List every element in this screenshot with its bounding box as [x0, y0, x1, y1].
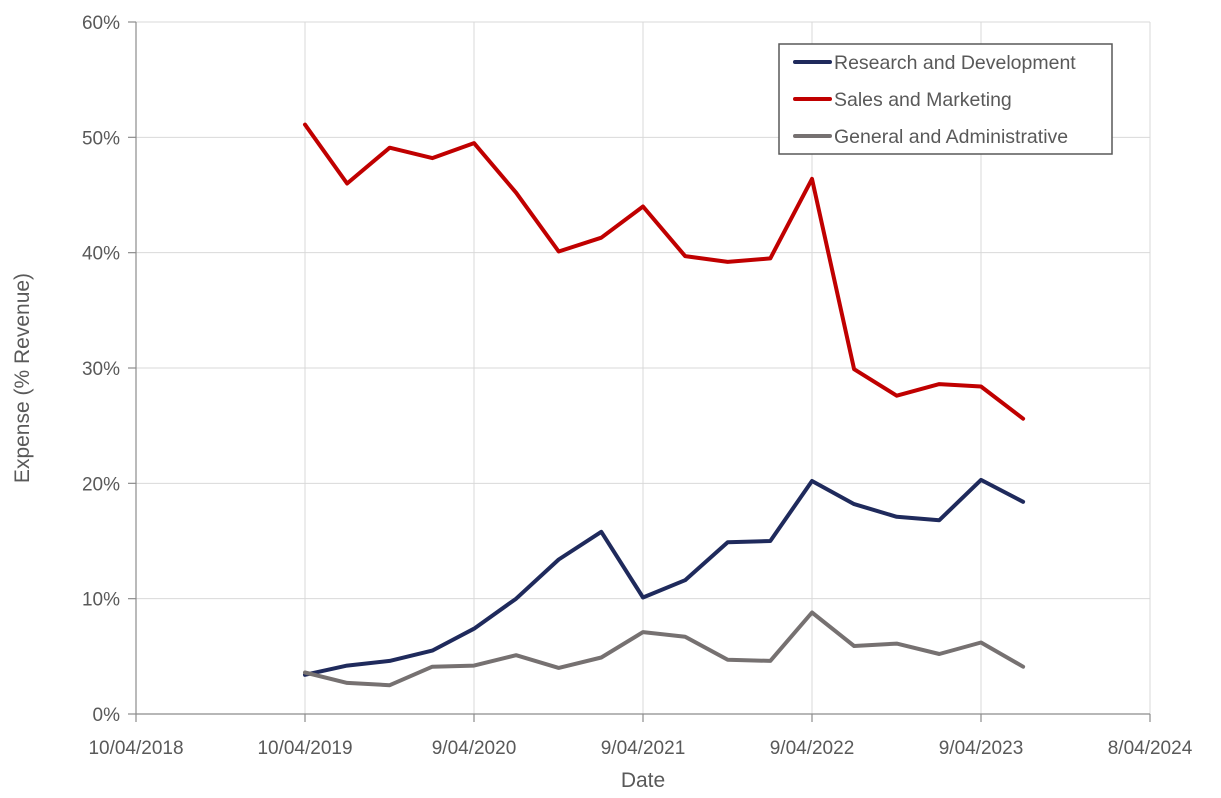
axes — [128, 21, 1151, 722]
y-tick-label: 10% — [82, 590, 120, 611]
y-tick-label: 50% — [82, 128, 120, 149]
y-tick-label: 0% — [93, 705, 121, 726]
y-tick-label: 20% — [82, 474, 120, 495]
legend-label: Sales and Marketing — [834, 89, 1012, 111]
x-tick-label: 8/04/2024 — [1108, 738, 1193, 759]
x-tick-label: 9/04/2020 — [432, 738, 517, 759]
x-tick-label: 10/04/2019 — [257, 738, 352, 759]
legend: Research and Development Sales and Market… — [778, 43, 1113, 155]
series-line-3 — [303, 610, 1026, 688]
series-line-2 — [303, 122, 1026, 421]
x-tick-label: 9/04/2022 — [770, 738, 855, 759]
y-tick-labels: 0% 10% 20% 30% 40% 50% 60% — [82, 13, 120, 726]
x-axis-label: Date — [621, 769, 665, 792]
x-tick-labels: 10/04/2018 10/04/2019 9/04/2020 9/04/2021 9/… — [88, 738, 1192, 759]
y-tick-label: 40% — [82, 244, 120, 265]
legend-label: Research and Development — [834, 52, 1076, 74]
legend-box — [778, 43, 1113, 155]
series-lines — [303, 122, 1026, 688]
y-tick-label: 60% — [82, 13, 120, 34]
legend-label: General and Administrative — [834, 126, 1068, 148]
series-line-1 — [303, 477, 1026, 677]
y-axis-label: Expense (% Revenue) — [11, 273, 34, 483]
y-tick-label: 30% — [82, 359, 120, 380]
x-tick-label: 9/04/2021 — [601, 738, 686, 759]
x-tick-label: 9/04/2023 — [939, 738, 1024, 759]
x-tick-label: 10/04/2018 — [88, 738, 183, 759]
